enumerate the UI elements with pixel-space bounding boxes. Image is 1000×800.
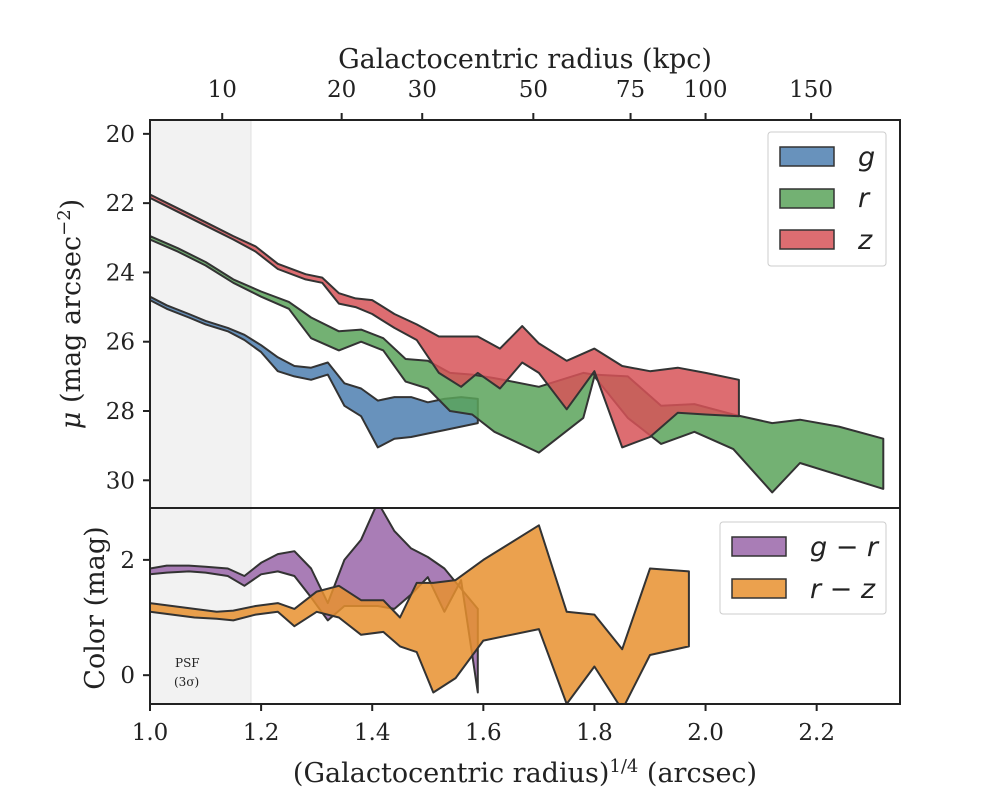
- y-tick-label: 2: [120, 548, 135, 574]
- band-z: [150, 193, 740, 449]
- x-ticks-bottom: 1.0 1.2 1.4 1.6 1.8 2.0 2.2: [132, 704, 835, 746]
- legend-label-r: r: [858, 183, 871, 214]
- legend-bottom: g − r r − z: [719, 521, 887, 615]
- y-ticks-top: 20 22 24 26 28 30: [106, 122, 150, 494]
- legend-label-z: z: [857, 225, 873, 256]
- top-tick-label: 75: [616, 77, 645, 103]
- y-axis-label-top: μ (mag arcsec−2): [54, 199, 88, 429]
- band-r-z: [150, 524, 690, 704]
- legend-label-rz: r − z: [810, 574, 876, 605]
- y-tick-label: 20: [106, 122, 135, 148]
- psf-label-sigma: (3σ): [174, 675, 199, 689]
- legend-label-gr: g − r: [810, 532, 880, 563]
- y-tick-label: 24: [106, 260, 135, 286]
- band-g: [150, 295, 479, 449]
- band-group-top: [150, 193, 885, 494]
- y-ticks-bottom: 02: [120, 548, 150, 689]
- band-r: [150, 235, 885, 494]
- y-axis-label-bottom: Color (mag): [80, 526, 111, 689]
- x-tick-label: 1.2: [243, 720, 280, 746]
- y-tick-label: 26: [106, 330, 135, 356]
- y-tick-label: 22: [106, 191, 135, 217]
- psf-region-top: [149, 119, 252, 509]
- legend-swatch-gr: [731, 536, 787, 557]
- x-tick-label: 2.2: [798, 720, 835, 746]
- x-tick-label: 1.6: [465, 720, 502, 746]
- x-ticks-top-kpc: 10 20 30 50 75 100 150: [208, 77, 833, 120]
- bottom-panel-frame: [149, 507, 901, 705]
- top-axis-label: Galactocentric radius (kpc): [338, 44, 712, 75]
- top-tick-label: 30: [408, 77, 437, 103]
- top-tick-label: 10: [208, 77, 237, 103]
- legend-swatch-r: [779, 188, 835, 209]
- top-tick-label: 150: [789, 77, 833, 103]
- x-tick-label: 1.0: [132, 720, 169, 746]
- x-axis-label: (Galactocentric radius)1/4 (arcsec): [293, 756, 757, 790]
- x-tick-label: 1.4: [354, 720, 391, 746]
- legend-swatch-z: [779, 229, 835, 250]
- top-tick-label: 100: [684, 77, 728, 103]
- legend-swatch-rz: [731, 578, 787, 599]
- psf-label: PSF: [175, 656, 200, 670]
- legend-top: g r z: [767, 131, 887, 267]
- band-group-bottom: [150, 508, 690, 704]
- x-tick-label: 2.0: [687, 720, 724, 746]
- y-tick-label: 0: [120, 663, 135, 689]
- x-tick-label: 1.8: [576, 720, 613, 746]
- legend-label-g: g: [858, 142, 875, 173]
- y-tick-label: 28: [106, 399, 135, 425]
- top-tick-label: 20: [327, 77, 356, 103]
- top-tick-label: 50: [519, 77, 548, 103]
- y-tick-label: 30: [106, 468, 135, 494]
- legend-swatch-g: [779, 146, 835, 167]
